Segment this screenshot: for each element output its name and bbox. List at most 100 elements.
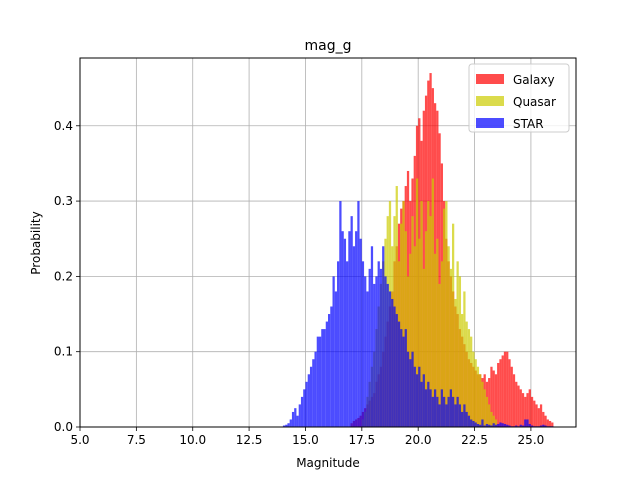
quasar-bar [431, 178, 434, 427]
legend-label-galaxy: Galaxy [513, 73, 555, 87]
galaxy-bar [501, 355, 504, 427]
star-bar [357, 201, 360, 427]
star-bar [501, 423, 504, 427]
star-bar [456, 396, 459, 427]
star-bar [303, 389, 306, 427]
star-bar [368, 268, 371, 427]
star-bar [361, 261, 365, 427]
star-bar [318, 336, 322, 427]
quasar-bar [494, 419, 498, 427]
star-bar [490, 425, 493, 427]
star-bar [393, 306, 396, 427]
star-bar [415, 374, 419, 427]
star-bar [305, 381, 308, 427]
star-bar [366, 291, 369, 427]
histogram-bars [282, 73, 554, 428]
star-bar [285, 424, 288, 427]
star-bar [467, 415, 471, 427]
star-bar [400, 329, 403, 427]
star-bar [492, 423, 495, 427]
star-bar [424, 389, 428, 427]
star-bar [440, 389, 443, 427]
chart-title: mag_g [305, 38, 352, 54]
quasar-bar [458, 276, 462, 427]
star-bar [388, 291, 392, 427]
star-bar [508, 425, 511, 427]
quasar-bar [413, 246, 416, 427]
galaxy-bar [537, 408, 540, 427]
quasar-bar [433, 253, 437, 427]
quasar-bar [472, 351, 475, 427]
star-bar [373, 283, 376, 427]
star-bar [539, 425, 543, 427]
quasar-bar [418, 238, 421, 427]
star-bar [352, 246, 356, 427]
quasar-bar [445, 201, 448, 427]
y-axis-ticks: 0.0 0.1 0.2 0.3 0.4 [54, 119, 80, 434]
star-bar [332, 276, 335, 427]
star-bar [325, 321, 328, 427]
legend-label-quasar: Quasar [513, 95, 556, 109]
star-bar [445, 404, 448, 427]
galaxy-bar [551, 422, 554, 427]
y-axis-label: Probability [29, 211, 43, 274]
star-bar [526, 419, 529, 427]
quasar-bar [483, 389, 486, 427]
galaxy-bar [512, 374, 516, 427]
galaxy-bar [494, 374, 498, 427]
galaxy-bar [519, 389, 522, 427]
quasar-bar [452, 223, 455, 427]
star-bar [291, 411, 295, 427]
star-bar [420, 381, 423, 427]
quasar-bar [454, 298, 457, 427]
x-tick-label: 7.5 [127, 433, 146, 447]
galaxy-bar [499, 359, 502, 427]
star-bar [364, 276, 367, 427]
quasar-bar [427, 201, 430, 427]
star-bar [348, 231, 351, 427]
galaxy-bar [544, 415, 547, 427]
quasar-bar [465, 321, 468, 427]
star-bar [406, 351, 410, 427]
star-bar [404, 329, 407, 427]
star-bar [530, 425, 534, 427]
quasar-bar [420, 201, 423, 427]
galaxy-bar [517, 385, 520, 427]
galaxy-bar [508, 359, 511, 427]
y-tick-label: 0.1 [54, 345, 73, 359]
star-bar [359, 238, 362, 427]
quasar-bar [402, 201, 405, 427]
x-tick-label: 20.0 [405, 433, 432, 447]
quasar-bar [467, 329, 471, 427]
star-bar [449, 389, 452, 427]
star-bar [343, 238, 347, 427]
star-bar [519, 424, 522, 427]
quasar-bar [409, 253, 412, 427]
star-bar [506, 424, 509, 427]
galaxy-bar [530, 396, 534, 427]
galaxy-bar [542, 411, 545, 427]
star-bar [447, 396, 450, 427]
galaxy-bar [539, 404, 543, 427]
star-bar [442, 396, 446, 427]
star-bar [422, 374, 425, 427]
star-bar [287, 423, 290, 427]
star-bar [418, 366, 421, 427]
quasar-bar [429, 216, 432, 427]
x-tick-label: 25.0 [518, 433, 545, 447]
star-bar [397, 321, 401, 427]
star-bar [377, 261, 380, 427]
star-bar [503, 423, 507, 427]
quasar-bar [424, 231, 428, 427]
star-bar [479, 424, 482, 427]
x-tick-label: 10.0 [179, 433, 206, 447]
star-bar [350, 216, 353, 427]
galaxy-bar [488, 378, 491, 427]
star-bar [337, 261, 340, 427]
x-tick-label: 22.5 [461, 433, 488, 447]
x-tick-label: 15.0 [292, 433, 319, 447]
star-bar [391, 298, 394, 427]
star-bar [289, 419, 292, 427]
star-bar [461, 411, 464, 427]
star-bar [411, 351, 414, 427]
